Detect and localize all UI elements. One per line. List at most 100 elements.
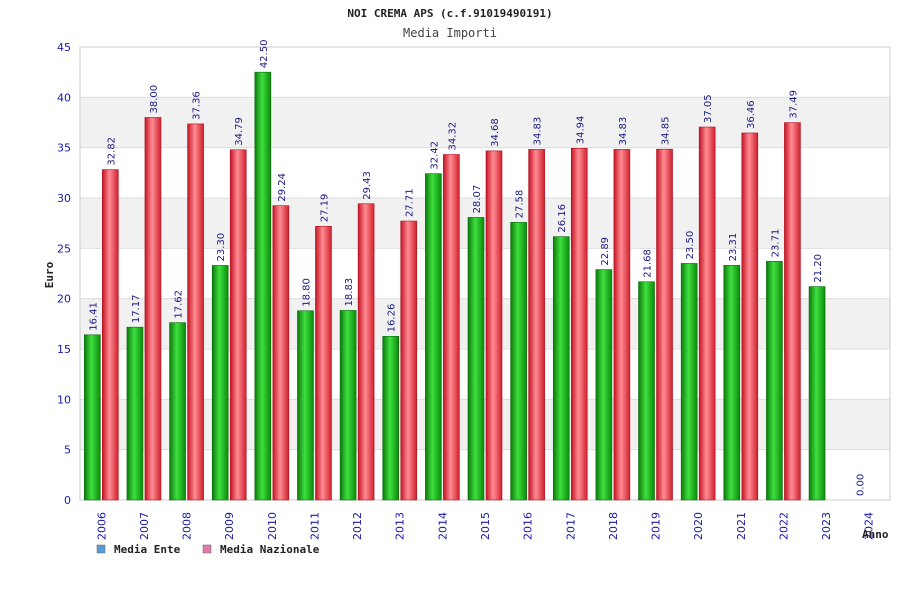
x-tick-label: 2016	[522, 512, 535, 540]
bar-ente-2011	[297, 310, 314, 501]
bar-value-label: 27.19	[319, 194, 330, 223]
y-axis-label: Euro	[43, 261, 56, 288]
x-tick-label: 2021	[735, 512, 748, 540]
y-tick-label: 5	[64, 444, 71, 457]
x-tick-label: 2010	[266, 512, 279, 540]
bar-value-label: 27.71	[405, 188, 416, 217]
bar-ente-2022	[766, 261, 783, 501]
bar-ente-2020	[680, 263, 698, 501]
bar-ente-2015	[467, 217, 485, 501]
bar-ente-2013	[382, 336, 400, 501]
series-media-ente	[84, 71, 826, 501]
bar-nazionale-2021	[741, 132, 759, 501]
bar-value-label: 28.07	[472, 185, 483, 214]
bar-value-label: 21.68	[643, 249, 654, 278]
bar-value-label: 17.17	[131, 295, 142, 324]
x-axis-label: Anno	[862, 528, 889, 541]
bar-value-label: 37.36	[192, 91, 203, 120]
x-tick-label: 2007	[138, 512, 151, 540]
y-tick-label: 10	[57, 393, 71, 406]
chart-subtitle: Media Importi	[403, 26, 497, 40]
bar-value-label: 29.43	[362, 171, 373, 200]
bar-value-label: 21.20	[813, 254, 824, 283]
x-tick-label: 2008	[181, 512, 194, 540]
bar-nazionale-2015	[485, 150, 503, 501]
bar-nazionale-2016	[528, 149, 545, 501]
y-axis-ticks: 0 5 10 15 20 25 30 35 40 45	[57, 41, 71, 507]
bar-value-label: 34.68	[490, 118, 501, 147]
bar-ente-2023	[808, 286, 826, 501]
bar-value-label: 34.85	[661, 117, 672, 146]
bar-value-label: 23.50	[685, 231, 696, 260]
bar-nazionale-2017	[570, 147, 588, 501]
y-tick-label: 30	[57, 192, 71, 205]
x-tick-label: 2022	[777, 512, 790, 540]
x-tick-label: 2015	[479, 512, 492, 540]
x-tick-label: 2017	[564, 512, 577, 540]
bar-value-label: 18.80	[301, 278, 312, 307]
bar-ente-2010	[254, 71, 272, 501]
bar-nazionale-2014	[443, 154, 460, 501]
bar-nazionale-2018	[613, 149, 631, 501]
bar-nazionale-2013	[400, 220, 418, 501]
x-axis-ticks: 2006 2007 2008 2009 2010 2011 2012 2013 2014 2015…	[95, 512, 875, 540]
x-tick-label: 2019	[650, 512, 663, 540]
bar-ente-2008	[169, 322, 186, 501]
bar-nazionale-2011	[315, 225, 332, 501]
legend-label-media-nazionale: Media Nazionale	[220, 543, 320, 556]
x-tick-label: 2011	[308, 512, 321, 540]
bar-value-label: 27.58	[515, 190, 526, 219]
chart-title: NOI CREMA APS (c.f.91019490191)	[347, 7, 552, 20]
bar-value-label: 23.31	[728, 233, 739, 262]
bar-value-label: 23.30	[216, 233, 227, 262]
bar-value-label: 38.00	[149, 85, 160, 114]
bar-value-label: 29.24	[277, 173, 288, 202]
x-tick-label: 2023	[820, 512, 833, 540]
bar-value-label: 26.16	[557, 204, 568, 233]
bar-nazionale-2009	[229, 149, 247, 501]
bar-value-labels: 16.41 32.82 17.17 38.00 17.62 37.36 23.30 34.79…	[88, 40, 866, 496]
bar-value-label: 16.26	[387, 304, 398, 333]
bar-value-label: 22.89	[600, 237, 611, 266]
x-tick-label: 2024	[863, 512, 876, 540]
bar-ente-2019	[638, 281, 655, 501]
bar-ente-2007	[126, 326, 144, 501]
bar-ente-2016	[510, 222, 527, 501]
bar-nazionale-2020	[698, 126, 716, 501]
x-tick-label: 2006	[95, 512, 108, 540]
bar-nazionale-2019	[656, 148, 673, 501]
plot-frame	[79, 46, 891, 501]
x-tick-label: 2020	[692, 512, 705, 540]
plot-border	[79, 46, 891, 501]
bar-ente-2017	[552, 236, 570, 501]
y-tick-label: 25	[57, 242, 71, 255]
bar-value-label: 32.82	[106, 137, 117, 166]
y-tick-label: 35	[57, 142, 71, 155]
bar-value-label: 37.49	[788, 90, 799, 119]
y-tick-label: 15	[57, 343, 71, 356]
bar-value-label: 34.32	[447, 122, 458, 151]
x-tick-label: 2013	[394, 512, 407, 540]
bar-nazionale-2008	[187, 123, 204, 501]
bar-nazionale-2006	[102, 169, 119, 501]
legend-swatch-media-ente	[96, 544, 106, 554]
bar-value-label: 32.42	[429, 141, 440, 170]
bar-value-label: 34.79	[234, 117, 245, 146]
legend-swatch-media-nazionale	[202, 544, 212, 554]
bar-ente-2014	[425, 173, 442, 501]
bar-value-label: 0.00	[856, 474, 867, 496]
bar-value-label: 34.94	[575, 116, 586, 145]
series-media-nazionale	[102, 117, 801, 501]
bar-value-label: 17.62	[174, 290, 185, 319]
x-tick-label: 2014	[436, 512, 449, 540]
bar-value-label: 23.71	[770, 229, 781, 258]
y-tick-label: 0	[64, 494, 71, 507]
x-tick-label: 2018	[607, 512, 620, 540]
bar-value-label: 36.46	[746, 100, 757, 129]
bar-value-label: 18.83	[344, 278, 355, 307]
y-tick-label: 40	[57, 91, 71, 104]
bar-ente-2018	[595, 269, 613, 501]
bar-ente-2012	[339, 310, 357, 501]
y-tick-label: 20	[57, 293, 71, 306]
